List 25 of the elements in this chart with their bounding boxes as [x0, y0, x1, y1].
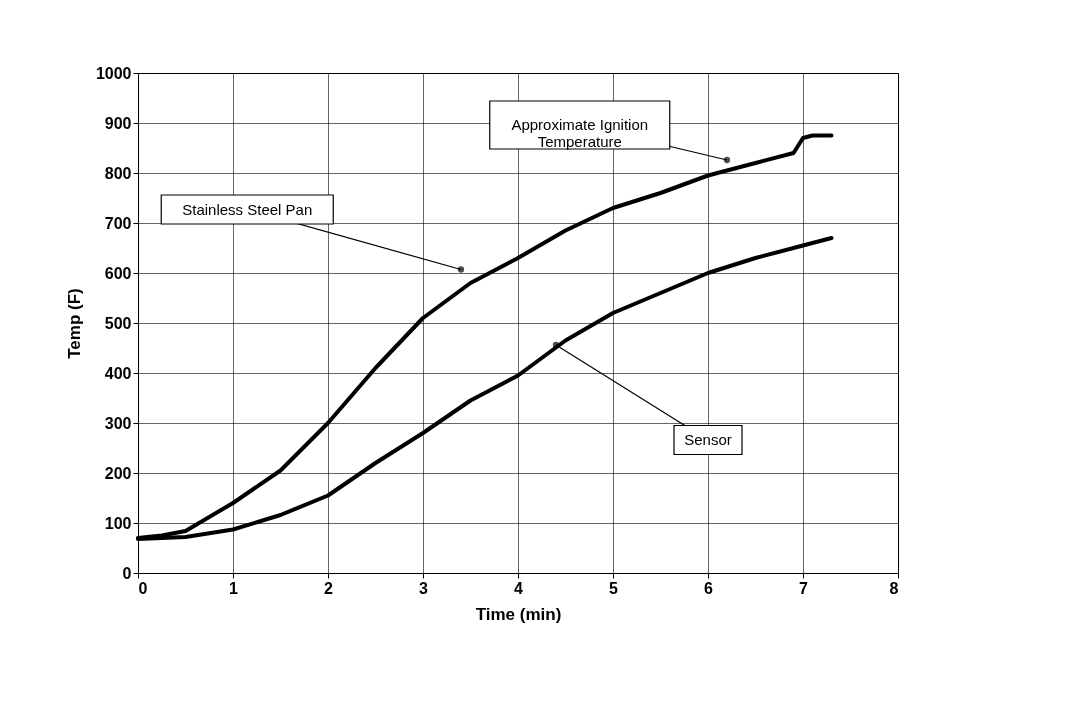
x-axis-title: Time (min)	[475, 604, 562, 624]
x-tick-label: 3	[419, 579, 429, 597]
x-tick-label: 2	[324, 579, 334, 597]
annotation: Approximate Ignition Temperature	[511, 116, 649, 150]
x-tick-label: 7	[799, 579, 809, 597]
annotation: Sensor	[684, 431, 732, 448]
x-tick-label: 1	[229, 579, 239, 597]
y-tick-label: 0	[122, 564, 132, 582]
y-tick-label: 200	[104, 464, 132, 482]
y-tick-label: 700	[104, 214, 132, 232]
y-tick-label: 900	[104, 114, 132, 132]
y-tick-label: 800	[104, 164, 132, 182]
y-tick-label: 500	[104, 314, 132, 332]
x-tick-label: 8	[889, 579, 899, 597]
y-tick-label: 600	[104, 264, 132, 282]
x-tick-label: 6	[704, 579, 714, 597]
y-tick-label: 100	[104, 514, 132, 532]
y-axis-title: Temp (F)	[64, 288, 84, 359]
y-tick-label: 400	[104, 364, 132, 382]
x-tick-label: 5	[609, 579, 619, 597]
y-tick-label: 1000	[95, 64, 132, 82]
x-tick-label: 0	[138, 579, 148, 597]
annotation: Stainless Steel Pan	[182, 200, 313, 218]
y-tick-label: 300	[104, 414, 132, 432]
x-tick-label: 4	[514, 579, 524, 597]
